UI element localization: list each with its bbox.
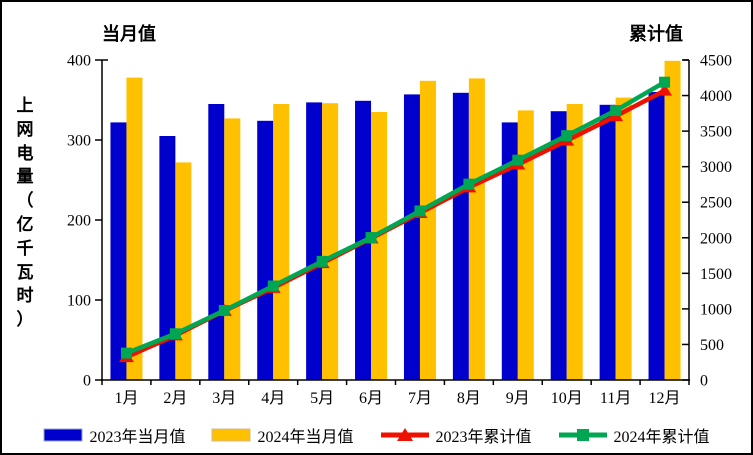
line-square-swatch-icon [558, 429, 607, 441]
right-axis-tick-label: 2000 [700, 230, 732, 247]
bar-2023年当月值-5月 [306, 102, 323, 381]
bar-2024年当月值-5月 [322, 103, 339, 380]
right-axis-tick-label: 1000 [700, 301, 732, 318]
bar-2023年当月值-10月 [550, 111, 567, 380]
marker-2024年累计值-3月 [218, 305, 230, 317]
left-axis-title: 当月值 [102, 24, 156, 44]
marker-2024年累计值-2月 [169, 328, 181, 340]
right-axis-tick-label: 0 [700, 373, 708, 390]
bar-2023年当月值-2月 [159, 136, 176, 380]
x-axis-label-8月: 8月 [457, 390, 481, 407]
bar-2023年当月值-11月 [599, 104, 616, 381]
left-axis-tick-label: 200 [67, 213, 91, 230]
bar-2024年当月值-1月 [126, 77, 143, 380]
legend-label-2023-cumulative: 2023年累计值 [435, 429, 532, 446]
marker-2024年累计值-12月 [659, 76, 671, 88]
legend-item-2023-cumulative: 2023年累计值 [380, 423, 532, 447]
right-axis-tick-label: 3000 [700, 159, 732, 176]
right-axis-tick-label: 3500 [700, 124, 732, 141]
marker-2024年累计值-5月 [316, 255, 328, 267]
right-axis-title: 累计值 [629, 24, 683, 44]
legend-item-2024-monthly: 2024年当月值 [211, 423, 354, 447]
marker-2024年累计值-4月 [267, 280, 279, 292]
left-axis-tick-label: 0 [83, 373, 91, 390]
right-axis-tick-label: 2500 [700, 195, 732, 212]
bar-2024年当月值-7月 [419, 80, 436, 381]
bar-2023年当月值-3月 [208, 104, 225, 380]
legend-label-2024-monthly: 2024年当月值 [257, 429, 354, 446]
marker-2024年累计值-10月 [561, 130, 573, 142]
bar-2023年当月值-12月 [648, 92, 665, 380]
marker-2024年累计值-8月 [463, 178, 475, 190]
x-axis-label-11月: 11月 [600, 390, 631, 407]
x-axis-label-7月: 7月 [408, 390, 432, 407]
marker-2024年累计值-6月 [365, 232, 377, 244]
bar-swatch-icon [43, 428, 83, 442]
y-axis-label: 上 网 电 量 （ 亿 千 瓦 时 ） [16, 96, 34, 330]
legend-label-2023-monthly: 2023年当月值 [89, 429, 186, 446]
bar-2023年当月值-4月 [257, 120, 274, 381]
bar-2024年当月值-8月 [468, 78, 485, 381]
bar-2024年当月值-3月 [224, 118, 241, 381]
x-axis-label-10月: 10月 [551, 390, 583, 407]
marker-2024年累计值-7月 [414, 205, 426, 217]
bar-2023年当月值-9月 [501, 122, 518, 381]
bar-2024年当月值-2月 [175, 162, 192, 380]
marker-2023年累计值-12月 [657, 83, 673, 96]
bar-swatch-icon [211, 428, 251, 442]
bar-2024年当月值-9月 [517, 110, 534, 381]
bar-2024年当月值-6月 [371, 112, 388, 380]
bar-2023年当月值-8月 [452, 92, 469, 381]
right-axis-tick-label: 4500 [700, 53, 732, 70]
bar-2024年当月值-4月 [273, 104, 290, 380]
left-axis-tick-label: 300 [67, 133, 91, 150]
right-axis-tick-label: 1500 [700, 266, 732, 283]
marker-2024年累计值-11月 [610, 105, 622, 117]
bar-2023年当月值-1月 [110, 122, 127, 381]
x-axis-label-1月: 1月 [114, 390, 138, 407]
bar-2024年当月值-12月 [664, 60, 681, 381]
left-axis-tick-label: 100 [67, 293, 91, 310]
legend: 2023年当月值 2024年当月值 2023年累计值 2024年累计值 [2, 423, 751, 447]
legend-label-2024-cumulative: 2024年累计值 [613, 429, 710, 446]
marker-2024年累计值-1月 [120, 347, 132, 359]
bar-2024年当月值-10月 [566, 104, 583, 380]
left-axis-tick-label: 400 [67, 53, 91, 70]
bar-2024年当月值-11月 [615, 97, 632, 380]
x-axis-label-9月: 9月 [506, 390, 530, 407]
bar-2023年当月值-7月 [403, 94, 420, 381]
right-axis-tick-label: 500 [700, 337, 724, 354]
line-2024年累计值 [125, 80, 666, 356]
x-axis-label-4月: 4月 [261, 390, 285, 407]
legend-item-2024-cumulative: 2024年累计值 [558, 423, 710, 447]
x-axis-label-3月: 3月 [212, 390, 236, 407]
x-axis-label-6月: 6月 [359, 390, 383, 407]
right-axis-tick-label: 4000 [700, 88, 732, 105]
x-axis-label-5月: 5月 [310, 390, 334, 407]
legend-item-2023-monthly: 2023年当月值 [43, 423, 185, 447]
x-axis-label-2月: 2月 [163, 390, 187, 407]
x-axis-label-12月: 12月 [649, 390, 681, 407]
line-triangle-swatch-icon [380, 428, 429, 441]
marker-2024年累计值-9月 [512, 154, 524, 166]
